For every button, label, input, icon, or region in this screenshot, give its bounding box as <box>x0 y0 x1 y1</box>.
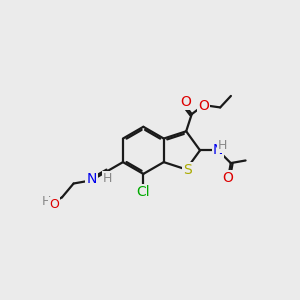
Text: O: O <box>223 171 234 185</box>
Text: O: O <box>198 99 209 113</box>
Text: H: H <box>42 195 52 208</box>
Text: Cl: Cl <box>136 185 150 200</box>
Text: H: H <box>103 172 112 185</box>
Text: N: N <box>86 172 97 186</box>
Text: S: S <box>183 163 192 177</box>
Text: O: O <box>49 198 59 211</box>
Text: N: N <box>213 143 223 157</box>
Text: H: H <box>218 139 227 152</box>
Text: O: O <box>180 95 191 109</box>
